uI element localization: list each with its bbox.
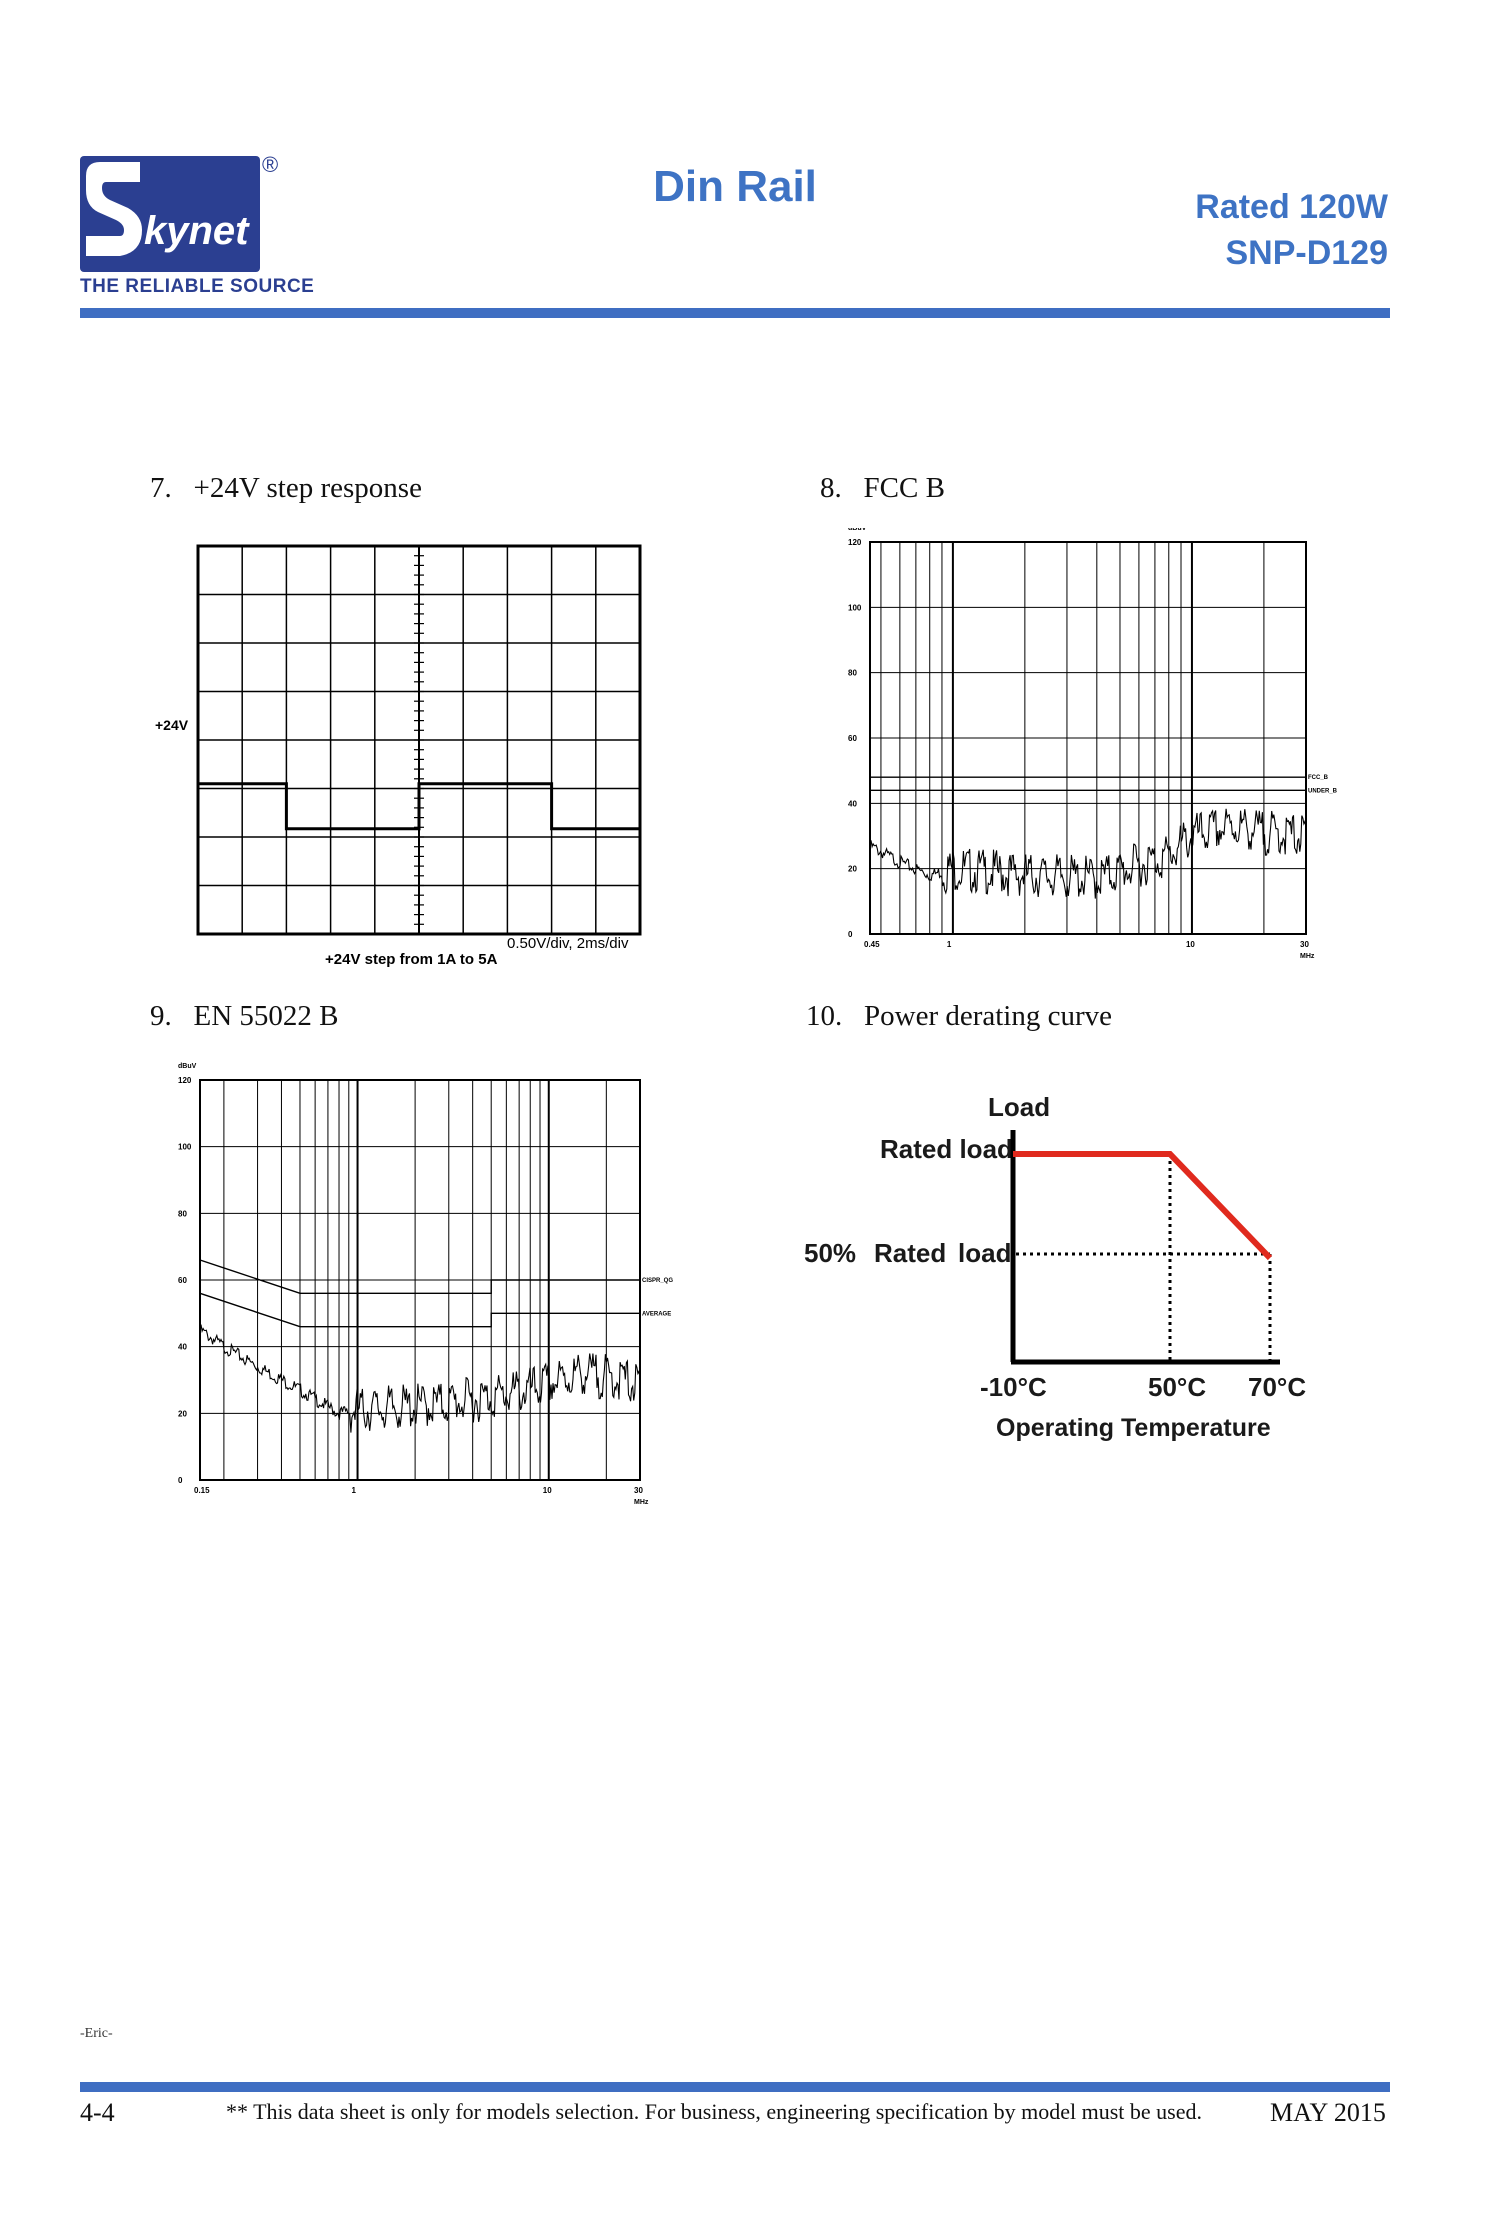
section-9-title: 9. EN 55022 B [150,1000,339,1033]
section-8-title: 8. FCC B [820,472,945,505]
skynet-logo: kynet [80,156,260,272]
header-rating-block: Rated 120W SNP-D129 [1195,184,1388,276]
y-tick-label: 120 [848,538,862,547]
brand-name: kynet [144,209,250,253]
y-tick-label: 20 [178,1409,187,1418]
y-unit-label: dBuV [178,1063,197,1070]
y-tick-label: 0 [178,1476,183,1485]
limit-line [199,1259,640,1295]
half-load-word-1: Rated [874,1238,946,1268]
section-number: 10. [806,1000,843,1032]
y-tick-label: 0 [848,930,853,939]
y-tick-label: 80 [848,669,857,678]
section-number: 9. [150,1000,172,1032]
x-tick-label: 1 [947,940,952,949]
half-load-pct: 50% [804,1238,856,1268]
section-10-title: 10. Power derating curve [806,1000,1112,1033]
y-tick-label: 100 [178,1143,192,1152]
logo-graphic: kynet [80,156,260,272]
step-caption: +24V step from 1A to 5A [325,951,498,968]
x-tick-label: 30 [634,1486,643,1495]
scale-label: 0.50V/div, 2ms/div [507,935,629,952]
x-unit-label: MHz [1300,953,1315,960]
y-unit-label: dBuV [848,528,867,532]
publish-date: MAY 2015 [1270,2098,1386,2127]
limit-line [199,1292,640,1328]
section-7-title: 7. +24V step response [150,472,422,505]
y-tick-label: 80 [178,1209,187,1218]
disclaimer: ** This data sheet is only for models se… [226,2099,1202,2124]
author-note: -Eric- [80,2026,113,2041]
limit-label: FCC_B [1308,775,1329,781]
x-tick-50: 50°C [1148,1372,1206,1402]
y-tick-label: 40 [178,1343,187,1352]
derating-curve-chart: Load Rated load 50% Rated load -10°C 50°… [804,1092,1306,1442]
x-tick-minus10: -10°C [980,1372,1047,1402]
section-number: 8. [820,472,842,504]
x-tick-label: 0.45 [864,940,880,949]
y-tick-label: 20 [848,865,857,874]
half-load-word-2: load [958,1238,1011,1268]
limit-label: AVERAGE [642,1311,671,1317]
y-tick-label: 120 [178,1076,192,1085]
registered-mark: ® [262,152,279,177]
y-tick-label: 100 [848,603,862,612]
x-axis-label: Operating Temperature [996,1414,1271,1442]
fcc-b-emission-chart: 120 100 80 60 40 20 0 dBuV 0.45 1 10 30 MHz FCC_B UNDE… [848,528,1338,960]
y-tick-label: 60 [848,734,857,743]
section-label: EN 55022 B [193,1000,339,1032]
section-label: Power derating curve [864,1000,1113,1032]
x-tick-label: 10 [1186,940,1195,949]
section-label: +24V step response [193,472,422,504]
rated-load-label: Rated load [880,1134,1013,1164]
x-tick-70: 70°C [1248,1372,1306,1402]
y-tick-label: 40 [848,799,857,808]
page-title: Din Rail [653,162,817,211]
scope-grid [196,544,642,936]
rated-power: Rated 120W [1195,188,1388,226]
limit-label: CISPR_QG [642,1278,673,1284]
page-number: 4-4 [80,2098,115,2127]
x-tick-label: 1 [352,1486,357,1495]
section-number: 7. [150,472,172,504]
y-axis-label: Load [988,1092,1050,1122]
x-tick-label: 0.15 [194,1486,210,1495]
en55022-emission-chart: 120 100 80 60 40 20 0 dBuV 0.15 1 10 30 MHz CISPR_QG A… [178,1063,673,1506]
emission-trace [199,1324,641,1433]
brand-tagline: THE RELIABLE SOURCE [80,276,315,297]
scope-trace [198,782,640,831]
footer-rule [80,2082,1390,2092]
limit-label: UNDER_B [1308,788,1338,794]
step-response-scope: +24V 0.50V/div, 2ms/div +24V step from 1… [155,544,642,968]
emission-trace [869,808,1307,899]
y-tick-label: 60 [178,1276,187,1285]
x-tick-label: 30 [1300,940,1309,949]
level-label: +24V [155,717,189,733]
header-rule [80,308,1390,318]
x-tick-label: 10 [543,1486,552,1495]
section-label: FCC B [863,472,945,504]
model-number: SNP-D129 [1225,234,1388,272]
derating-line [1013,1151,1273,1261]
x-unit-label: MHz [634,1499,649,1506]
